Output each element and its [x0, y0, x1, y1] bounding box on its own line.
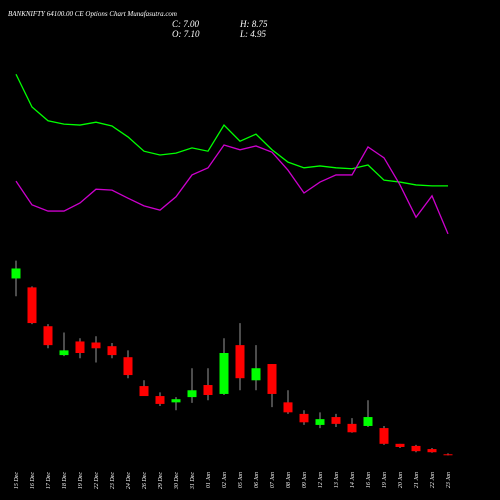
x-tick-label: 19 Dec	[78, 472, 84, 489]
x-tick-label: 09 Jan	[302, 472, 308, 488]
line	[15, 73, 448, 187]
candle-body	[283, 402, 293, 413]
x-tick-label: 08 Jan	[286, 472, 292, 488]
open-label: O: 7.10	[172, 29, 200, 39]
candle-body	[11, 268, 21, 279]
candle-body	[123, 357, 133, 376]
x-tick-label: 16 Dec	[30, 472, 36, 489]
x-tick-label: 07 Jan	[270, 472, 276, 488]
x-tick-label: 01 Jan	[206, 472, 212, 488]
x-tick-label: 21 Jan	[414, 472, 420, 488]
candle-body	[427, 449, 437, 453]
x-tick-label: 05 Jan	[238, 472, 244, 488]
x-tick-label: 26 Dec	[142, 472, 148, 489]
x-tick-label: 19 Jan	[382, 472, 388, 488]
candle-body	[299, 413, 309, 423]
candle-body	[27, 287, 37, 324]
x-tick-label: 30 Dec	[174, 472, 180, 490]
chart-title: BANKNIFTY 64100.00 CE Options Chart Muna…	[8, 10, 177, 18]
x-tick-label: 23 Dec	[110, 472, 116, 489]
line	[15, 144, 449, 235]
candle-body	[43, 326, 53, 346]
candle-body	[363, 417, 373, 426]
candle-body	[219, 353, 229, 394]
x-tick-label: 31 Dec	[190, 472, 196, 490]
high-label: H: 8.75	[239, 19, 268, 29]
candle-body	[267, 364, 277, 394]
low-label: L: 4.95	[239, 29, 267, 39]
x-tick-label: 12 Jan	[318, 472, 324, 488]
candle-body	[411, 445, 421, 452]
candle-body	[155, 396, 165, 404]
x-tick-label: 23 Jan	[446, 472, 452, 488]
candle-body	[379, 428, 389, 444]
candle-body	[331, 417, 341, 424]
candle-body	[75, 341, 85, 353]
candle-body	[187, 390, 197, 398]
x-tick-label: 16 Jan	[366, 472, 372, 488]
x-tick-label: 29 Dec	[158, 472, 164, 489]
candle-body	[395, 443, 405, 447]
x-tick-label: 17 Dec	[46, 472, 52, 489]
candle-body	[235, 345, 245, 379]
candle-body	[251, 368, 261, 381]
candle-body	[171, 399, 181, 403]
x-tick-label: 22 Dec	[94, 472, 100, 489]
x-tick-label: 15 Dec	[14, 472, 20, 489]
candle-body	[347, 423, 357, 433]
candle-body	[107, 346, 117, 356]
x-tick-label: 02 Jan	[222, 472, 228, 488]
x-tick-label: 20 Jan	[398, 472, 404, 488]
x-tick-label: 06 Jan	[254, 472, 260, 488]
x-tick-label: 18 Dec	[62, 472, 68, 489]
candle-body	[91, 342, 101, 349]
x-tick-label: 22 Jan	[430, 472, 436, 488]
candle-body	[315, 419, 325, 425]
candle-body	[59, 350, 69, 356]
x-tick-label: 13 Jan	[334, 472, 340, 488]
close-label: C: 7.00	[172, 19, 200, 29]
candle-body	[203, 385, 213, 395]
candle-body	[443, 454, 453, 456]
x-tick-label: 14 Jan	[349, 472, 356, 488]
x-tick-label: 24 Dec	[125, 472, 132, 489]
candle-body	[139, 386, 149, 397]
